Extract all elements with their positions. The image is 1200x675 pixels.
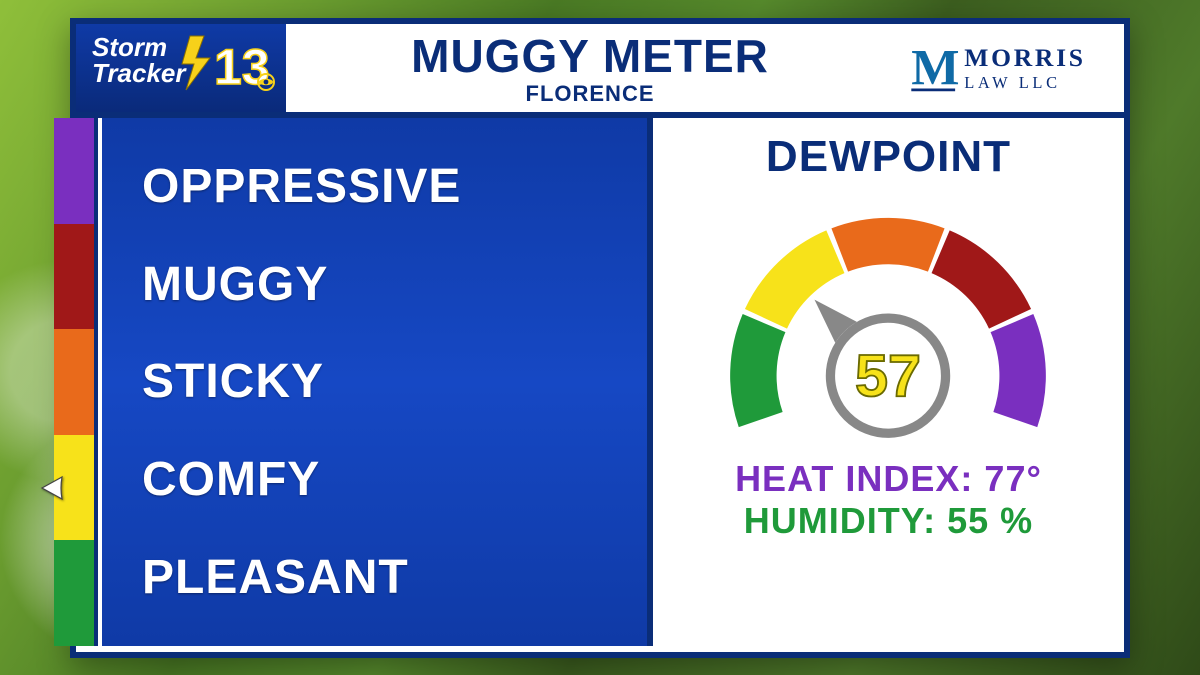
sponsor-line2: LAW LLC bbox=[964, 73, 1060, 92]
dewpoint-value: 57 bbox=[855, 342, 921, 409]
main-panel: Storm Tracker 13 MUGGY METER FLORENCE M … bbox=[70, 18, 1130, 658]
body: OPPRESSIVE MUGGY STICKY COMFY PLEASANT DEWPO… bbox=[76, 118, 1124, 646]
gauge-segment bbox=[832, 218, 945, 272]
scale-segment bbox=[54, 329, 94, 435]
scale-segment bbox=[54, 540, 94, 646]
level-label: STICKY bbox=[142, 354, 637, 409]
heat-index-label: HEAT INDEX: bbox=[735, 458, 973, 499]
location-subtitle: FLORENCE bbox=[526, 81, 655, 107]
dewpoint-pane: DEWPOINT 57 HEAT INDEX: 77° HUMIDITY: 55… bbox=[647, 118, 1124, 646]
sponsor-symbol: M bbox=[911, 39, 959, 96]
humidity-value: 55 % bbox=[947, 500, 1033, 541]
scale-segment bbox=[54, 118, 94, 224]
dewpoint-gauge: 57 bbox=[678, 190, 1098, 450]
humidity-stat: HUMIDITY: 55 % bbox=[735, 500, 1042, 542]
level-labels-pane: OPPRESSIVE MUGGY STICKY COMFY PLEASANT bbox=[102, 118, 647, 646]
sponsor-logo: M MORRIS LAW LLC bbox=[894, 24, 1124, 112]
humidity-label: HUMIDITY: bbox=[744, 500, 936, 541]
cbs-eye-icon bbox=[264, 80, 269, 85]
heat-index-value: 77° bbox=[984, 458, 1041, 499]
storm-logo-line2: Tracker bbox=[92, 58, 187, 88]
gauge-segment bbox=[932, 230, 1032, 328]
page-title: MUGGY METER bbox=[411, 29, 769, 83]
stats: HEAT INDEX: 77° HUMIDITY: 55 % bbox=[735, 458, 1042, 542]
scale-marker-icon bbox=[40, 474, 82, 502]
heat-index-stat: HEAT INDEX: 77° bbox=[735, 458, 1042, 500]
gauge-segment bbox=[991, 314, 1046, 427]
sponsor-line1: MORRIS bbox=[964, 43, 1085, 72]
header: Storm Tracker 13 MUGGY METER FLORENCE M … bbox=[76, 24, 1124, 118]
storm-tracker-logo: Storm Tracker 13 bbox=[76, 24, 286, 112]
dewpoint-title: DEWPOINT bbox=[766, 132, 1011, 182]
gauge-segment bbox=[731, 314, 786, 427]
level-label: COMFY bbox=[142, 452, 637, 507]
storm-logo-channel: 13 bbox=[214, 39, 270, 95]
color-scale-column bbox=[54, 118, 98, 646]
level-label: OPPRESSIVE bbox=[142, 159, 637, 214]
level-label: MUGGY bbox=[142, 257, 637, 312]
lightning-bolt-icon bbox=[182, 36, 210, 90]
scale-segment bbox=[54, 224, 94, 330]
level-label: PLEASANT bbox=[142, 550, 637, 605]
